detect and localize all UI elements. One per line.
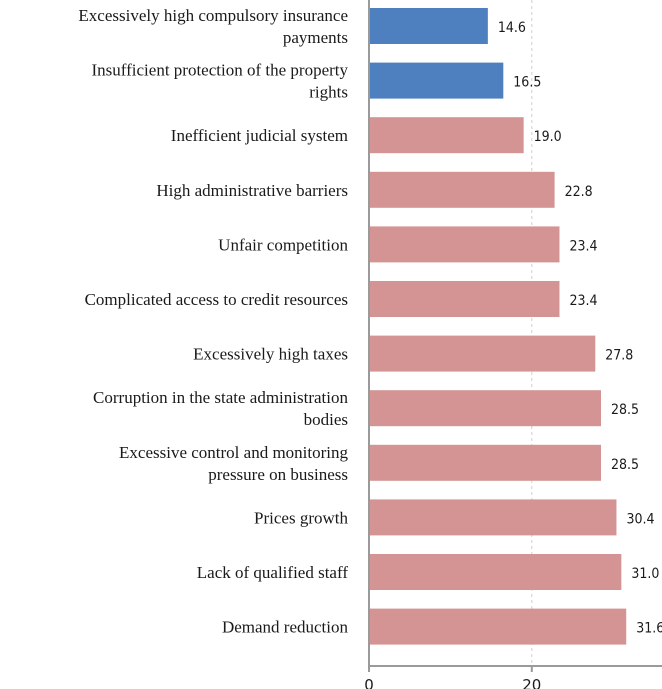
bar bbox=[369, 499, 617, 536]
value-label: 28.5 bbox=[611, 457, 639, 473]
category-label: Complicated access to credit resources bbox=[85, 290, 348, 309]
category-label: Lack of qualified staff bbox=[197, 563, 349, 582]
category-label: Insufficient protection of the property bbox=[92, 61, 349, 80]
bar bbox=[369, 117, 524, 154]
category-label: High administrative barriers bbox=[156, 181, 348, 200]
value-label: 22.8 bbox=[565, 184, 593, 200]
category-label: Prices growth bbox=[254, 508, 348, 527]
category-label: Demand reduction bbox=[222, 618, 349, 637]
bar bbox=[369, 444, 601, 481]
bar bbox=[369, 62, 504, 99]
bar bbox=[369, 608, 627, 645]
value-label: 19.0 bbox=[534, 129, 562, 145]
bar bbox=[369, 171, 555, 208]
value-label: 27.8 bbox=[605, 348, 633, 364]
value-label: 16.5 bbox=[513, 75, 541, 91]
value-label: 23.4 bbox=[569, 238, 597, 254]
x-tick-label: 20 bbox=[522, 676, 541, 689]
value-label: 31.6 bbox=[636, 621, 662, 637]
value-label: 31.0 bbox=[631, 566, 659, 582]
bar bbox=[369, 390, 601, 427]
category-label: rights bbox=[309, 83, 348, 102]
category-label: Corruption in the state administration bbox=[93, 388, 348, 407]
category-label: Excessive control and monitoring bbox=[119, 443, 348, 462]
value-label: 30.4 bbox=[626, 511, 654, 527]
x-tick-label: 0 bbox=[364, 676, 374, 689]
category-label: pressure on business bbox=[208, 465, 348, 484]
value-label: 28.5 bbox=[611, 402, 639, 418]
category-label: Unfair competition bbox=[218, 235, 348, 254]
category-label: Excessively high taxes bbox=[193, 345, 348, 364]
category-label: payments bbox=[283, 28, 348, 47]
value-label: 23.4 bbox=[569, 293, 597, 309]
bar bbox=[369, 554, 622, 590]
bar bbox=[369, 281, 560, 317]
bar bbox=[369, 8, 488, 44]
value-label: 14.6 bbox=[498, 20, 526, 36]
category-label: bodies bbox=[304, 410, 348, 429]
category-label: Excessively high compulsory insurance bbox=[78, 6, 348, 25]
category-label: Inefficient judicial system bbox=[171, 126, 348, 145]
bar bbox=[369, 226, 560, 263]
bar bbox=[369, 335, 596, 372]
